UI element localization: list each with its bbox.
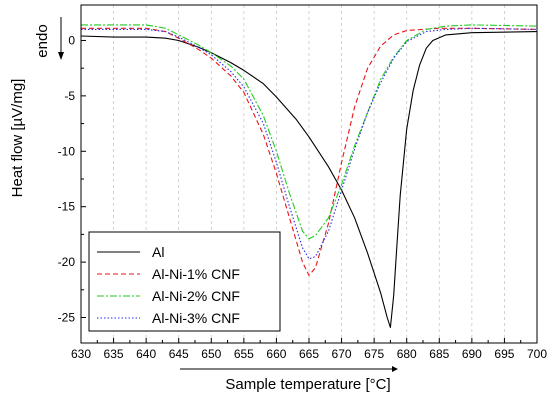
x-tick-label: 640 bbox=[136, 347, 156, 361]
x-tick-label: 650 bbox=[201, 347, 221, 361]
x-tick-label: 660 bbox=[266, 347, 286, 361]
x-tick-label: 665 bbox=[299, 347, 319, 361]
series-line bbox=[81, 27, 538, 260]
x-tick-label: 700 bbox=[527, 347, 547, 361]
y-tick-label: -10 bbox=[58, 144, 76, 158]
x-tick-label: 645 bbox=[169, 347, 189, 361]
y-tick-label: -25 bbox=[58, 311, 76, 325]
legend-label: Al-Ni-1% CNF bbox=[152, 266, 240, 282]
x-tick-label: 695 bbox=[494, 347, 514, 361]
x-tick-label: 690 bbox=[462, 347, 482, 361]
x-tick-label: 635 bbox=[104, 347, 124, 361]
legend-label: Al-Ni-2% CNF bbox=[152, 288, 240, 304]
y-tick-label: 0 bbox=[68, 33, 75, 47]
x-tick-label: 655 bbox=[234, 347, 254, 361]
series-line bbox=[81, 24, 538, 240]
y-tick-label: -15 bbox=[58, 200, 76, 214]
series-layer bbox=[80, 24, 538, 329]
x-tick-label: 670 bbox=[332, 347, 352, 361]
legend-box bbox=[88, 231, 281, 332]
y-axis-title: Heat flow [µV/mg] bbox=[9, 79, 26, 198]
x-tick-label: 630 bbox=[71, 347, 91, 361]
x-axis-arrow bbox=[180, 366, 398, 372]
ticks: 630 635 640 645 650 655 660 665 670 675 680 685 690 6… bbox=[58, 33, 548, 361]
y-tick-label: -5 bbox=[64, 89, 75, 103]
legend-label: Al bbox=[152, 244, 164, 260]
legend-label: Al-Ni-3% CNF bbox=[152, 310, 240, 326]
x-axis-title: Sample temperature [°C] bbox=[225, 376, 390, 393]
x-tick-label: 685 bbox=[429, 347, 449, 361]
series-line bbox=[80, 31, 538, 329]
x-tick-label: 680 bbox=[397, 347, 417, 361]
endo-arrow bbox=[58, 17, 64, 60]
endo-annotation: endo bbox=[34, 24, 51, 57]
series-line bbox=[81, 27, 538, 276]
grid bbox=[113, 5, 505, 343]
x-tick-label: 675 bbox=[364, 347, 384, 361]
legend: Al Al-Ni-1% CNF Al-Ni-2% CNF Al-Ni-3% CNF bbox=[88, 231, 281, 332]
y-tick-label: -20 bbox=[58, 255, 76, 269]
